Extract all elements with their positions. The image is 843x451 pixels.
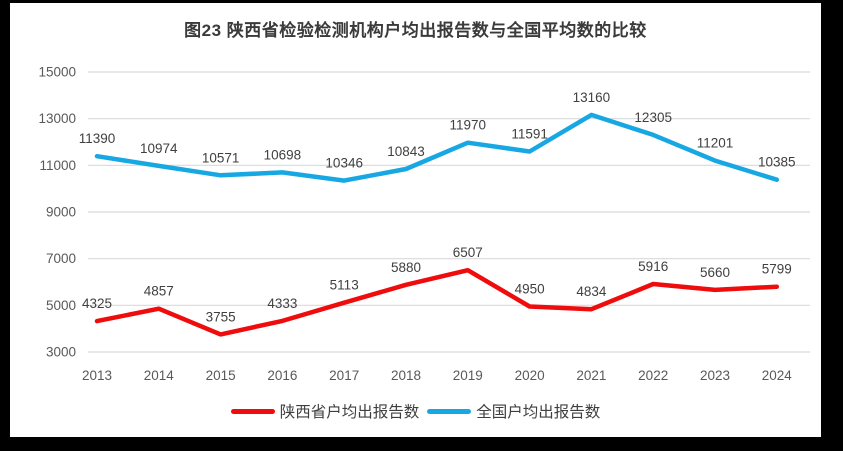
chart-area: 图23 陕西省检验检测机构户均出报告数与全国平均数的比较 3000 5000 700…	[10, 3, 821, 437]
series-lines	[94, 112, 780, 337]
y-axis-label: 5000	[46, 298, 76, 313]
x-axis-label: 2020	[515, 368, 545, 383]
data-label: 12305	[634, 110, 672, 125]
legend-item-national: 全国户均出报告数	[427, 400, 600, 422]
x-axis-label: 2023	[700, 368, 730, 383]
legend-label-shaanxi: 陕西省户均出报告数	[279, 404, 420, 421]
y-axis-label: 9000	[46, 205, 76, 220]
x-axis-label: 2013	[82, 368, 112, 383]
series-line-0	[94, 267, 780, 337]
x-axis-label: 2015	[206, 368, 236, 383]
y-axis-labels: 3000 5000 7000 9000 11000 13000 15000	[38, 65, 76, 360]
gridlines	[88, 71, 810, 353]
y-axis-label: 13000	[38, 111, 76, 126]
legend-line-swatch-blue	[427, 408, 472, 414]
x-axis-label: 2019	[453, 368, 483, 383]
data-label: 4333	[267, 296, 297, 311]
x-axis-label: 2022	[638, 368, 668, 383]
data-label: 4950	[515, 282, 545, 297]
data-label: 10698	[264, 147, 302, 162]
y-axis-label: 3000	[46, 345, 76, 360]
legend: 陕西省户均出报告数 全国户均出报告数	[10, 400, 821, 422]
data-label: 10346	[325, 156, 363, 171]
data-label: 13160	[573, 90, 611, 105]
x-axis-label: 2024	[762, 368, 793, 383]
data-label: 3755	[206, 309, 236, 324]
y-axis-label: 15000	[38, 65, 76, 80]
data-label: 5660	[700, 265, 730, 280]
data-label: 5880	[391, 260, 421, 275]
x-axis-label: 2014	[144, 368, 175, 383]
data-label: 11201	[697, 136, 734, 151]
data-label: 5799	[762, 262, 792, 277]
legend-line-swatch-red	[230, 408, 275, 414]
y-axis-label: 11000	[39, 158, 76, 173]
x-axis-label: 2016	[267, 368, 297, 383]
x-axis-labels: 2013 2014 2015 2016 2017 2018 2019 2020 2021 2022…	[82, 368, 792, 383]
x-axis-label: 2018	[391, 368, 421, 383]
x-axis-label: 2017	[329, 368, 359, 383]
chart-title: 图23 陕西省检验检测机构户均出报告数与全国平均数的比较	[184, 21, 647, 40]
data-label: 11591	[511, 127, 548, 142]
series-line-1	[94, 112, 780, 183]
data-label: 10571	[202, 150, 240, 165]
data-label: 4325	[82, 296, 112, 311]
data-label: 5916	[638, 259, 668, 274]
x-axis-label: 2021	[576, 368, 606, 383]
data-label: 10843	[387, 144, 425, 159]
data-label: 4834	[576, 284, 607, 299]
legend-item-shaanxi: 陕西省户均出报告数	[230, 400, 420, 422]
data-label: 10385	[758, 155, 796, 170]
data-labels: 4325 4857 3755 4333 5113 5880 6507 4950 4834 5916…	[79, 90, 796, 324]
data-label: 11970	[450, 118, 487, 133]
data-label: 4857	[144, 284, 174, 299]
data-label: 10974	[140, 141, 178, 156]
data-label: 6507	[453, 245, 483, 260]
data-label: 5113	[330, 278, 359, 293]
data-label: 11390	[79, 131, 116, 146]
y-axis-label: 7000	[46, 251, 76, 266]
legend-label-national: 全国户均出报告数	[476, 404, 601, 421]
